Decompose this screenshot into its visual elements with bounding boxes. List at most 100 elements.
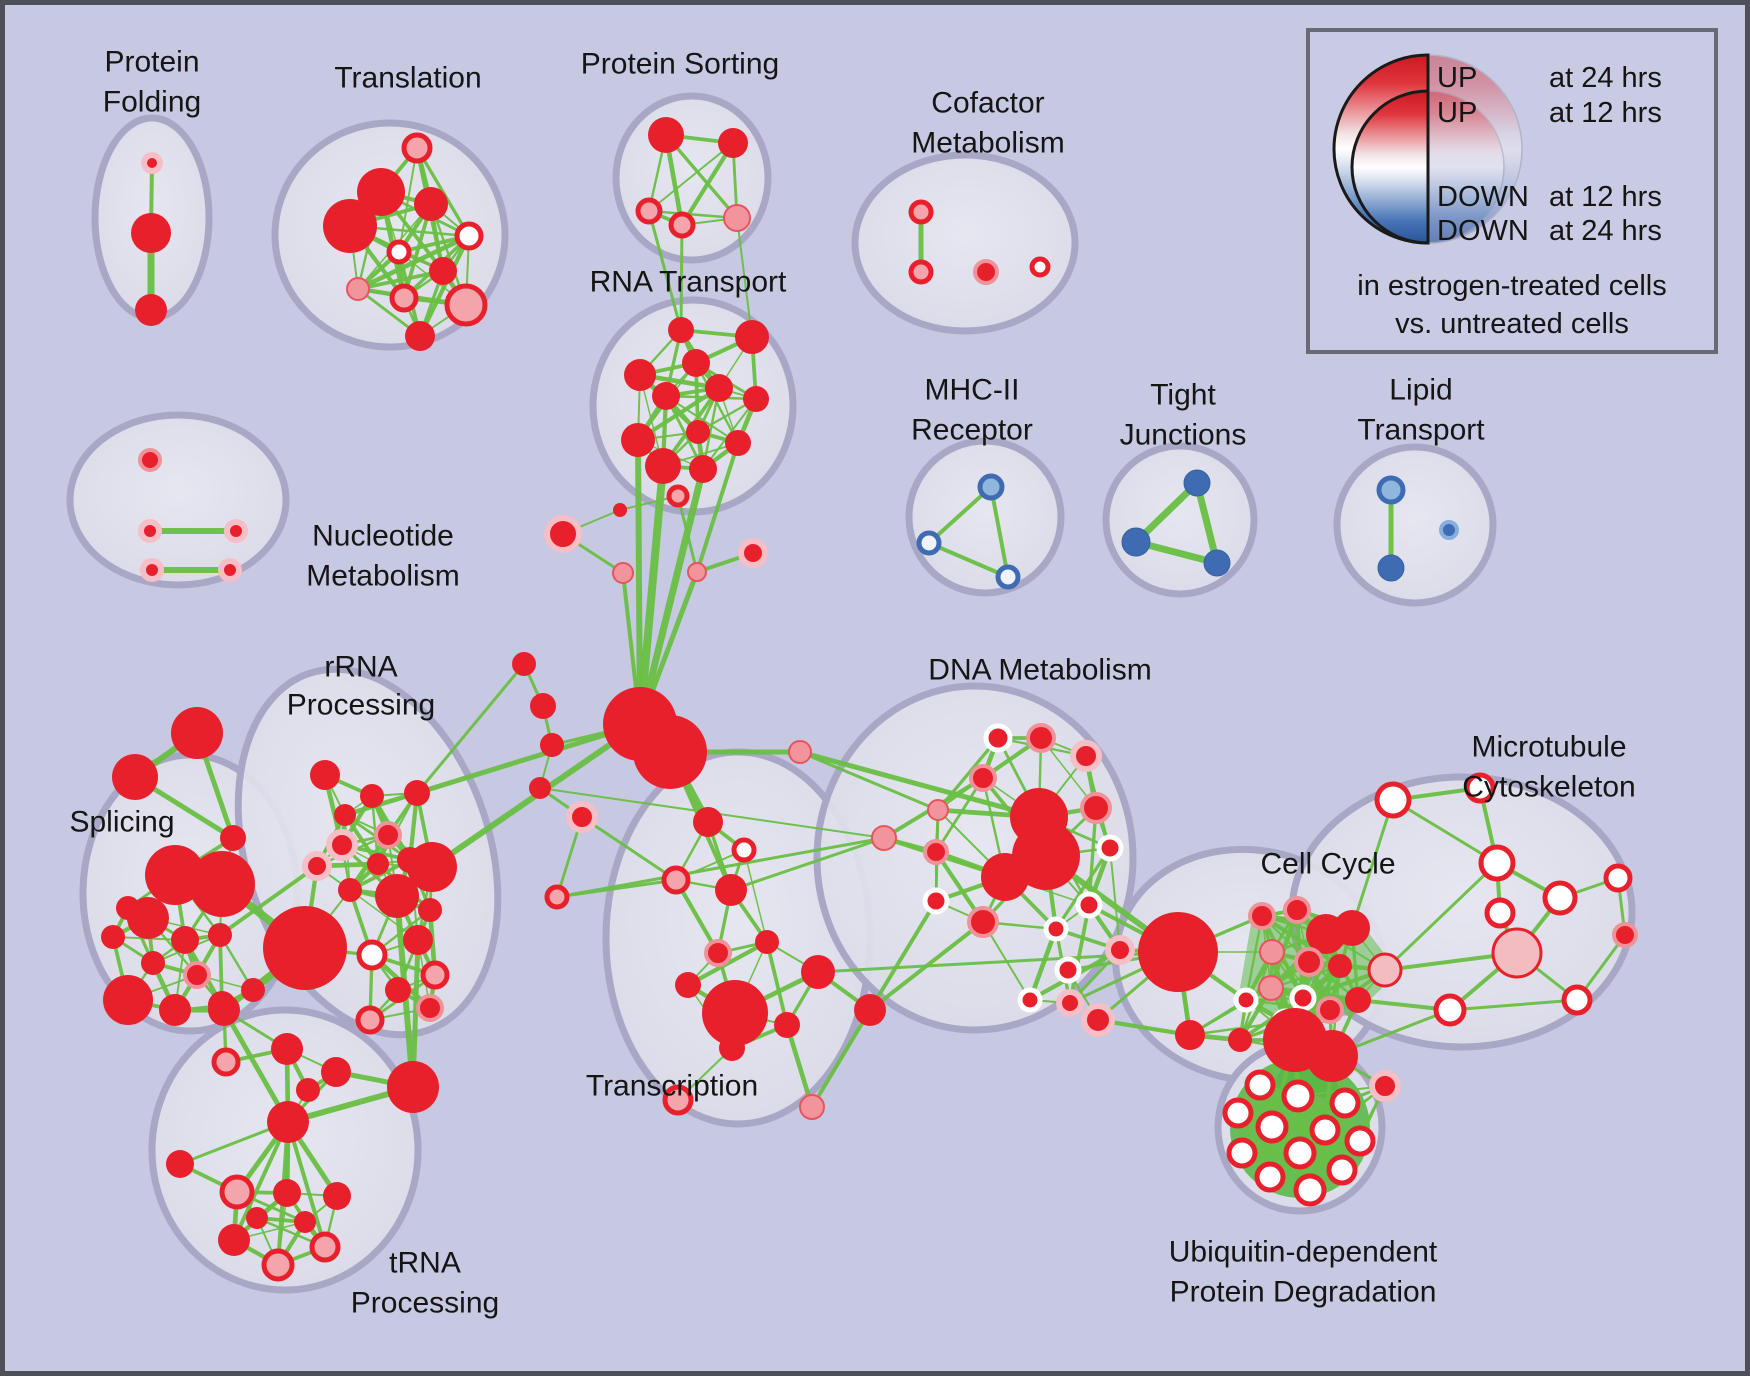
node-cc: [1228, 1028, 1252, 1052]
edge: [636, 462, 667, 728]
node-rna-transport: [735, 320, 769, 354]
edge: [647, 209, 739, 220]
cluster-ellipse-dna: [813, 682, 1137, 1034]
edge: [286, 1120, 327, 1249]
legend-up-12-time: at 12 hrs: [1549, 97, 1662, 129]
node-dna: [1043, 916, 1069, 942]
node-mt: [1484, 897, 1516, 929]
node-rrna: [403, 925, 433, 955]
node-rrna: [326, 829, 358, 861]
edge: [1299, 1085, 1386, 1154]
cluster-label-mhc: Receptor: [911, 414, 1033, 447]
node-rrna: [416, 994, 444, 1022]
node-ubi: [1344, 1125, 1376, 1157]
node-dna: [1070, 740, 1102, 772]
node-rrna: [420, 960, 450, 990]
layer-nodes: [101, 117, 1638, 1282]
edge: [1027, 926, 1059, 1003]
edge: [810, 1008, 872, 1109]
node-cc: [1294, 947, 1324, 977]
node-rrna: [355, 1005, 385, 1035]
cluster-label-mt: Microtubule: [1471, 731, 1626, 764]
node-mt: [1612, 922, 1638, 948]
node-trna: [261, 1248, 295, 1282]
node-protein-sorting: [648, 117, 684, 153]
legend-down-24-label: DOWN: [1437, 215, 1529, 247]
node-translation: [454, 221, 484, 251]
node-splicing: [208, 923, 232, 947]
node-lipid: [1376, 475, 1406, 505]
node-cc: [1283, 896, 1311, 924]
edge: [1193, 479, 1221, 567]
node-transcription: [799, 1094, 825, 1120]
edge: [665, 395, 739, 444]
edge: [1244, 998, 1332, 1012]
edge: [1244, 914, 1264, 1002]
node-ubi: [1309, 1114, 1341, 1146]
cluster-label-trna: tRNA: [389, 1247, 461, 1280]
node-dna: [981, 853, 1029, 901]
node-translation: [401, 132, 433, 164]
node-splicing: [183, 961, 211, 989]
node-cc: [1138, 912, 1218, 992]
edge: [636, 465, 707, 728]
node-protein-sorting: [668, 211, 696, 239]
node-transcription: [566, 801, 598, 833]
network-layers: Protein Folding Translation Protein Sorting…: [66, 46, 1638, 1320]
legend: UP at 24 hrs UP at 12 hrs DOWN at 12 hrs…: [1306, 28, 1718, 354]
edge: [1391, 798, 1499, 865]
node-cc: [1259, 939, 1285, 965]
node-dna: [1096, 834, 1124, 862]
node-ubi: [1293, 1173, 1327, 1207]
layer-labels: Protein Folding Translation Protein Sorting…: [69, 46, 1635, 1320]
node-rrna: [407, 842, 457, 892]
legend-up-24-label: UP: [1437, 62, 1477, 94]
node-trna: [219, 1174, 255, 1210]
node-transcription: [715, 874, 747, 906]
node-cc: [1233, 987, 1259, 1013]
cluster-label-lipid: Lipid: [1389, 374, 1452, 407]
node-ubi: [1255, 1110, 1289, 1144]
edge: [868, 899, 938, 1012]
node-splicing: [171, 926, 199, 954]
cluster-ellipse-lipid: [1333, 443, 1497, 607]
edge: [555, 836, 886, 899]
node-translation: [389, 283, 419, 313]
cluster-label-nucleotide: Metabolism: [306, 560, 459, 593]
node-conn: [613, 503, 627, 517]
node-ubi: [1254, 1161, 1286, 1193]
cluster-label-mt: Cytoskeleton: [1462, 771, 1635, 804]
node-conn: [540, 733, 564, 757]
node-transcription: [661, 865, 691, 895]
edge: [765, 940, 789, 1027]
node-mhc: [977, 473, 1005, 501]
edge: [1350, 798, 1395, 930]
node-cofactor: [908, 259, 934, 285]
cluster-ellipse-protein-sorting: [612, 92, 772, 264]
node-rna-transport: [668, 317, 694, 343]
edge: [927, 541, 1010, 579]
node-ubi: [1326, 1154, 1358, 1186]
edge: [989, 485, 1010, 579]
node-ubi: [1283, 1136, 1317, 1170]
node-cc: [1258, 975, 1284, 1001]
node-cofactor: [1029, 256, 1051, 278]
node-cc: [1367, 952, 1403, 988]
node-rna-transport: [624, 359, 656, 391]
edge: [1054, 846, 1112, 931]
edge: [743, 849, 768, 943]
node-dna: [923, 839, 949, 865]
cluster-label-nucleotide: Nucleotide: [312, 520, 454, 553]
node-mt: [1374, 781, 1412, 819]
cluster-label-splicing: Splicing: [69, 806, 174, 839]
node-trna: [294, 1211, 316, 1233]
legend-footer-line1: in estrogen-treated cells: [1357, 270, 1667, 302]
cluster-ellipse-mhc: [905, 437, 1065, 597]
cluster-label-protein-folding: Protein: [104, 46, 199, 79]
node-tight: [1203, 549, 1231, 577]
node-conn: [529, 777, 551, 799]
edge: [679, 223, 684, 332]
node-translation: [357, 168, 405, 216]
node-transcription: [544, 884, 570, 910]
edge: [580, 815, 678, 882]
